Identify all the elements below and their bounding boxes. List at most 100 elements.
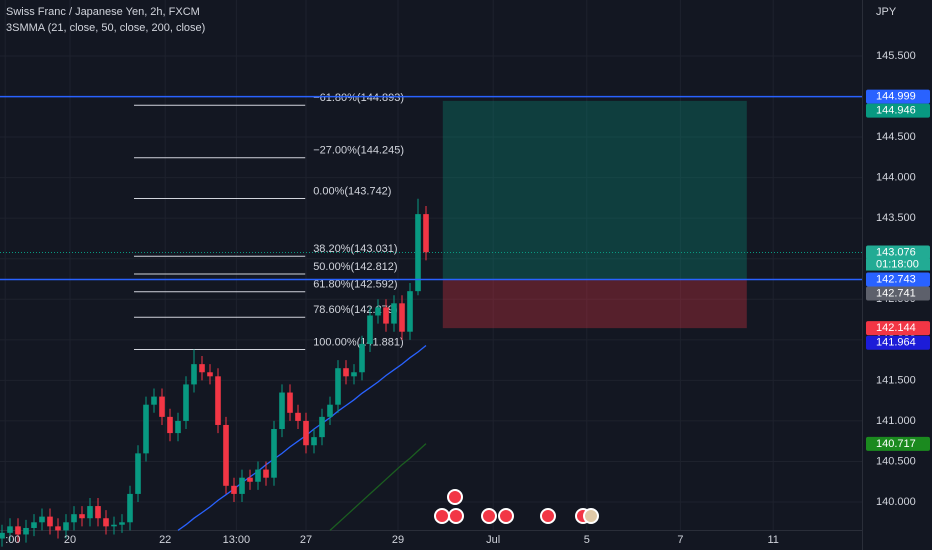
- x-tick-label: 20: [64, 534, 76, 546]
- candle-body: [215, 376, 221, 425]
- candle-body: [151, 396, 157, 405]
- candle-body: [375, 307, 381, 316]
- candle-body: [271, 429, 277, 478]
- price-tag-label: 142.741: [876, 287, 916, 299]
- price-tag: [866, 89, 930, 104]
- event-icon[interactable]: [434, 508, 450, 524]
- candle-body: [367, 315, 373, 344]
- candle-body: [15, 526, 21, 535]
- event-icon[interactable]: [481, 508, 497, 524]
- ma-line: [329, 443, 427, 531]
- countdown-bg: [866, 258, 930, 271]
- event-icon[interactable]: [448, 508, 464, 524]
- candle-body: [239, 477, 245, 494]
- fib-label: 100.00%(141.881): [313, 336, 404, 348]
- price-tag: [866, 103, 930, 118]
- price-tag-label: 144.946: [876, 104, 916, 116]
- price-tag-label: 143.076: [876, 246, 916, 258]
- event-icon[interactable]: [583, 508, 599, 524]
- candle-body: [71, 514, 77, 523]
- candle-body: [279, 392, 285, 430]
- y-tick-label: 144.000: [876, 172, 916, 184]
- price-tag: [866, 286, 930, 301]
- candle-body: [7, 526, 13, 533]
- x-tick-label: 11: [767, 534, 778, 546]
- candle-body: [319, 416, 325, 438]
- price-tag: [866, 321, 930, 336]
- x-tick-label: 27: [300, 534, 312, 546]
- x-tick-label: 7: [677, 534, 683, 546]
- candle-body: [63, 522, 69, 531]
- price-tag-label: 142.144: [876, 322, 916, 334]
- candle-body: [103, 518, 109, 527]
- candle-body: [95, 506, 101, 519]
- candle-body: [263, 469, 269, 478]
- price-tag-label: 142.743: [876, 273, 916, 285]
- price-tag: [866, 436, 930, 451]
- price-tag-label: 140.717: [876, 438, 916, 450]
- price-tag: [866, 245, 930, 260]
- price-tag: [866, 335, 930, 350]
- candle-body: [175, 420, 181, 434]
- candle-body: [415, 214, 421, 292]
- candle-body: [191, 364, 197, 385]
- candle-body: [383, 307, 389, 324]
- candle-body: [167, 416, 173, 434]
- x-tick-label: 22: [159, 534, 171, 546]
- fib-label: 38.20%(143.031): [313, 243, 397, 255]
- y-tick-label: 140.000: [876, 496, 916, 508]
- candle-body: [127, 493, 133, 523]
- y-tick-label: 143.500: [876, 212, 916, 224]
- x-tick-label: :00: [5, 534, 20, 546]
- candle-body: [359, 343, 365, 373]
- event-icon[interactable]: [498, 508, 514, 524]
- candle-body: [335, 368, 341, 405]
- candle-body: [87, 506, 93, 519]
- y-tick-label: 140.500: [876, 455, 916, 467]
- candle-body: [0, 532, 5, 539]
- event-icon[interactable]: [540, 508, 556, 524]
- candle-body: [231, 485, 237, 494]
- x-tick-label: Jul: [486, 534, 500, 546]
- y-tick-label: 141.500: [876, 374, 916, 386]
- indicator-title: 3SMMA (21, close, 50, close, 200, close): [6, 22, 205, 34]
- candle-body: [183, 384, 189, 421]
- candle-body: [55, 526, 61, 531]
- plot-area: −61.80%(144.893) −27.00%(144.245) 0.00%(14…: [0, 0, 862, 547]
- event-icons: [434, 489, 599, 524]
- fib-label: 61.80%(142.592): [313, 279, 397, 291]
- candle-body: [399, 303, 405, 332]
- loss-zone: [442, 279, 747, 329]
- candle-body: [311, 437, 317, 446]
- price-tag: [866, 272, 930, 287]
- candle-body: [287, 392, 293, 413]
- candle-body: [31, 522, 37, 528]
- candle-body: [255, 469, 261, 482]
- candle-body: [207, 372, 213, 377]
- ma-line: [177, 344, 427, 531]
- fib-label: −27.00%(144.245): [313, 145, 404, 157]
- x-tick-label: 29: [392, 534, 404, 546]
- fib-label: 50.00%(142.812): [313, 261, 397, 273]
- candle-body: [135, 453, 141, 494]
- event-icon[interactable]: [447, 489, 463, 505]
- x-tick-label: 5: [584, 534, 590, 546]
- candle-body: [247, 477, 253, 482]
- candle-body: [79, 514, 85, 519]
- candle-body: [295, 412, 301, 421]
- candle-body: [199, 364, 205, 373]
- countdown-label: 01:18:00: [876, 258, 919, 270]
- fib-label: −61.80%(144.893): [313, 92, 404, 104]
- candle-body: [47, 516, 53, 527]
- price-tag-label: 141.964: [876, 337, 916, 349]
- y-tick-label: 141.000: [876, 415, 916, 427]
- candle-body: [327, 404, 333, 417]
- fib-label: 0.00%(143.742): [313, 185, 391, 197]
- candle-body: [159, 396, 165, 417]
- candle-body: [407, 291, 413, 332]
- candle-body: [111, 524, 117, 527]
- profit-zone: [442, 100, 747, 280]
- x-tick-label: 13:00: [223, 534, 251, 546]
